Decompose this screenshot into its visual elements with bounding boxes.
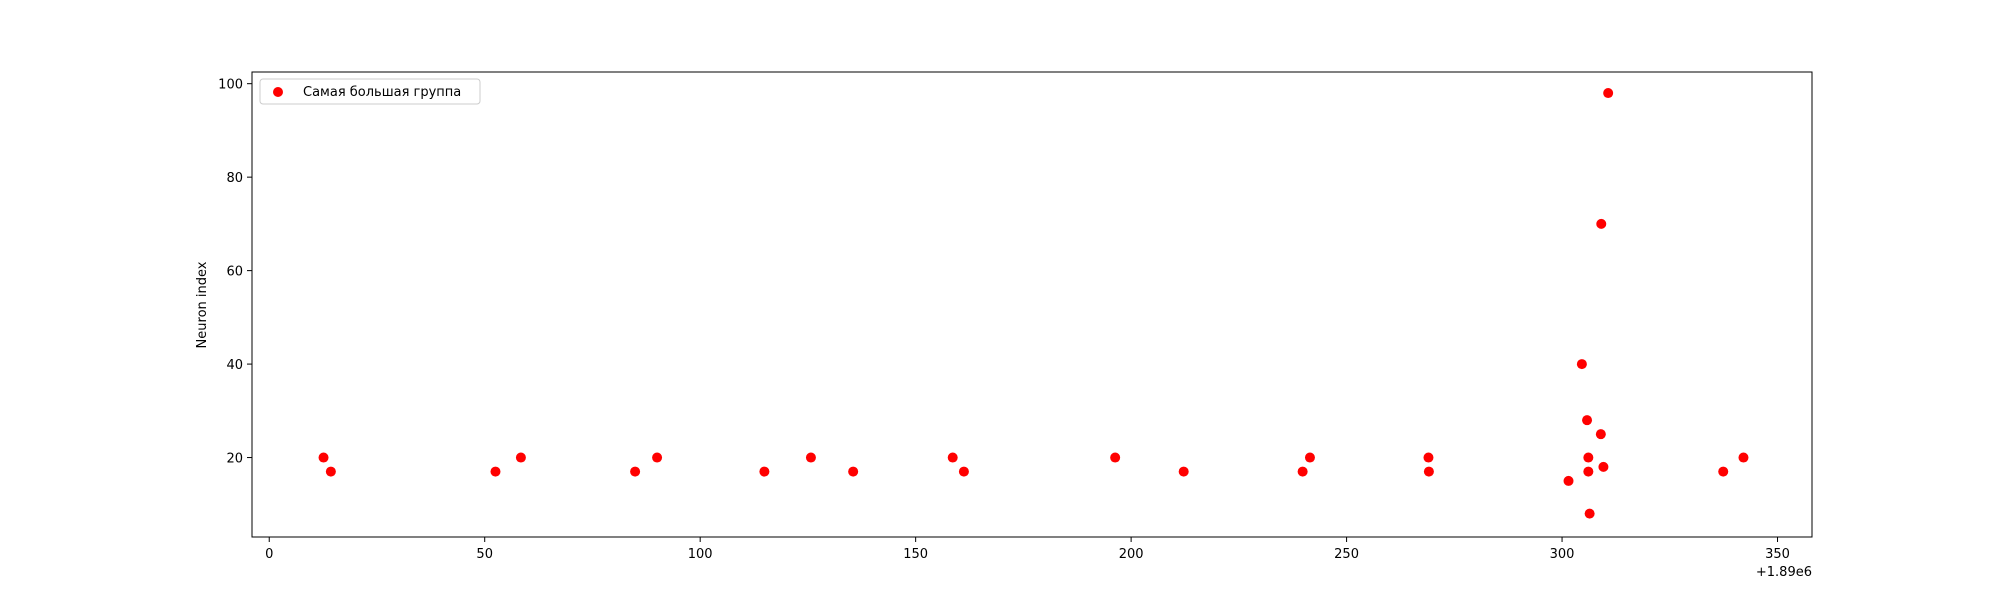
data-point bbox=[1178, 466, 1189, 477]
data-point bbox=[630, 466, 641, 477]
data-point bbox=[1595, 429, 1606, 440]
data-point bbox=[1110, 452, 1121, 463]
data-point bbox=[759, 466, 770, 477]
data-point bbox=[1583, 466, 1594, 477]
data-point bbox=[1582, 415, 1593, 426]
x-tick-label: 200 bbox=[1119, 547, 1144, 562]
data-points bbox=[318, 88, 1749, 519]
data-point bbox=[515, 452, 526, 463]
x-tick-label: 0 bbox=[265, 547, 273, 562]
y-tick-label: 80 bbox=[226, 171, 243, 186]
data-point bbox=[1576, 359, 1587, 370]
y-tick-label: 20 bbox=[226, 452, 243, 467]
data-point bbox=[1583, 452, 1594, 463]
data-point bbox=[1603, 88, 1614, 99]
x-tick-label: 150 bbox=[903, 547, 928, 562]
data-point bbox=[1718, 466, 1729, 477]
x-axis-offset-label: +1.89e6 bbox=[1756, 565, 1812, 580]
x-axis: 0 50 100 150 200 250 300 350 bbox=[265, 537, 1790, 562]
legend-marker bbox=[273, 87, 283, 97]
data-point bbox=[1297, 466, 1308, 477]
data-point bbox=[1596, 218, 1607, 229]
legend: Самая большая группа bbox=[259, 78, 481, 105]
legend-label: Самая большая группа bbox=[303, 85, 461, 100]
x-tick-label: 300 bbox=[1550, 547, 1575, 562]
x-tick-label: 250 bbox=[1334, 547, 1359, 562]
data-point bbox=[1304, 452, 1315, 463]
data-point bbox=[947, 452, 958, 463]
data-point bbox=[1423, 466, 1434, 477]
data-point bbox=[805, 452, 816, 463]
x-tick-label: 100 bbox=[688, 547, 713, 562]
y-tick-label: 40 bbox=[226, 358, 243, 373]
x-tick-label: 350 bbox=[1765, 547, 1790, 562]
data-point bbox=[1423, 452, 1434, 463]
data-point bbox=[318, 452, 329, 463]
data-point bbox=[848, 466, 859, 477]
y-tick-label: 100 bbox=[218, 78, 243, 93]
data-point bbox=[1584, 508, 1595, 519]
legend-box bbox=[259, 78, 481, 105]
y-axis-label: Neuron index bbox=[195, 261, 210, 348]
data-point bbox=[1738, 452, 1749, 463]
y-tick-label: 60 bbox=[226, 265, 243, 280]
data-point bbox=[958, 466, 969, 477]
data-point bbox=[1598, 461, 1609, 472]
plot-area bbox=[251, 71, 1813, 538]
x-tick-label: 50 bbox=[476, 547, 493, 562]
data-point bbox=[652, 452, 663, 463]
data-point bbox=[1563, 475, 1574, 486]
y-axis: 20 40 60 80 100 bbox=[218, 78, 252, 467]
data-point bbox=[325, 466, 336, 477]
data-point bbox=[490, 466, 501, 477]
